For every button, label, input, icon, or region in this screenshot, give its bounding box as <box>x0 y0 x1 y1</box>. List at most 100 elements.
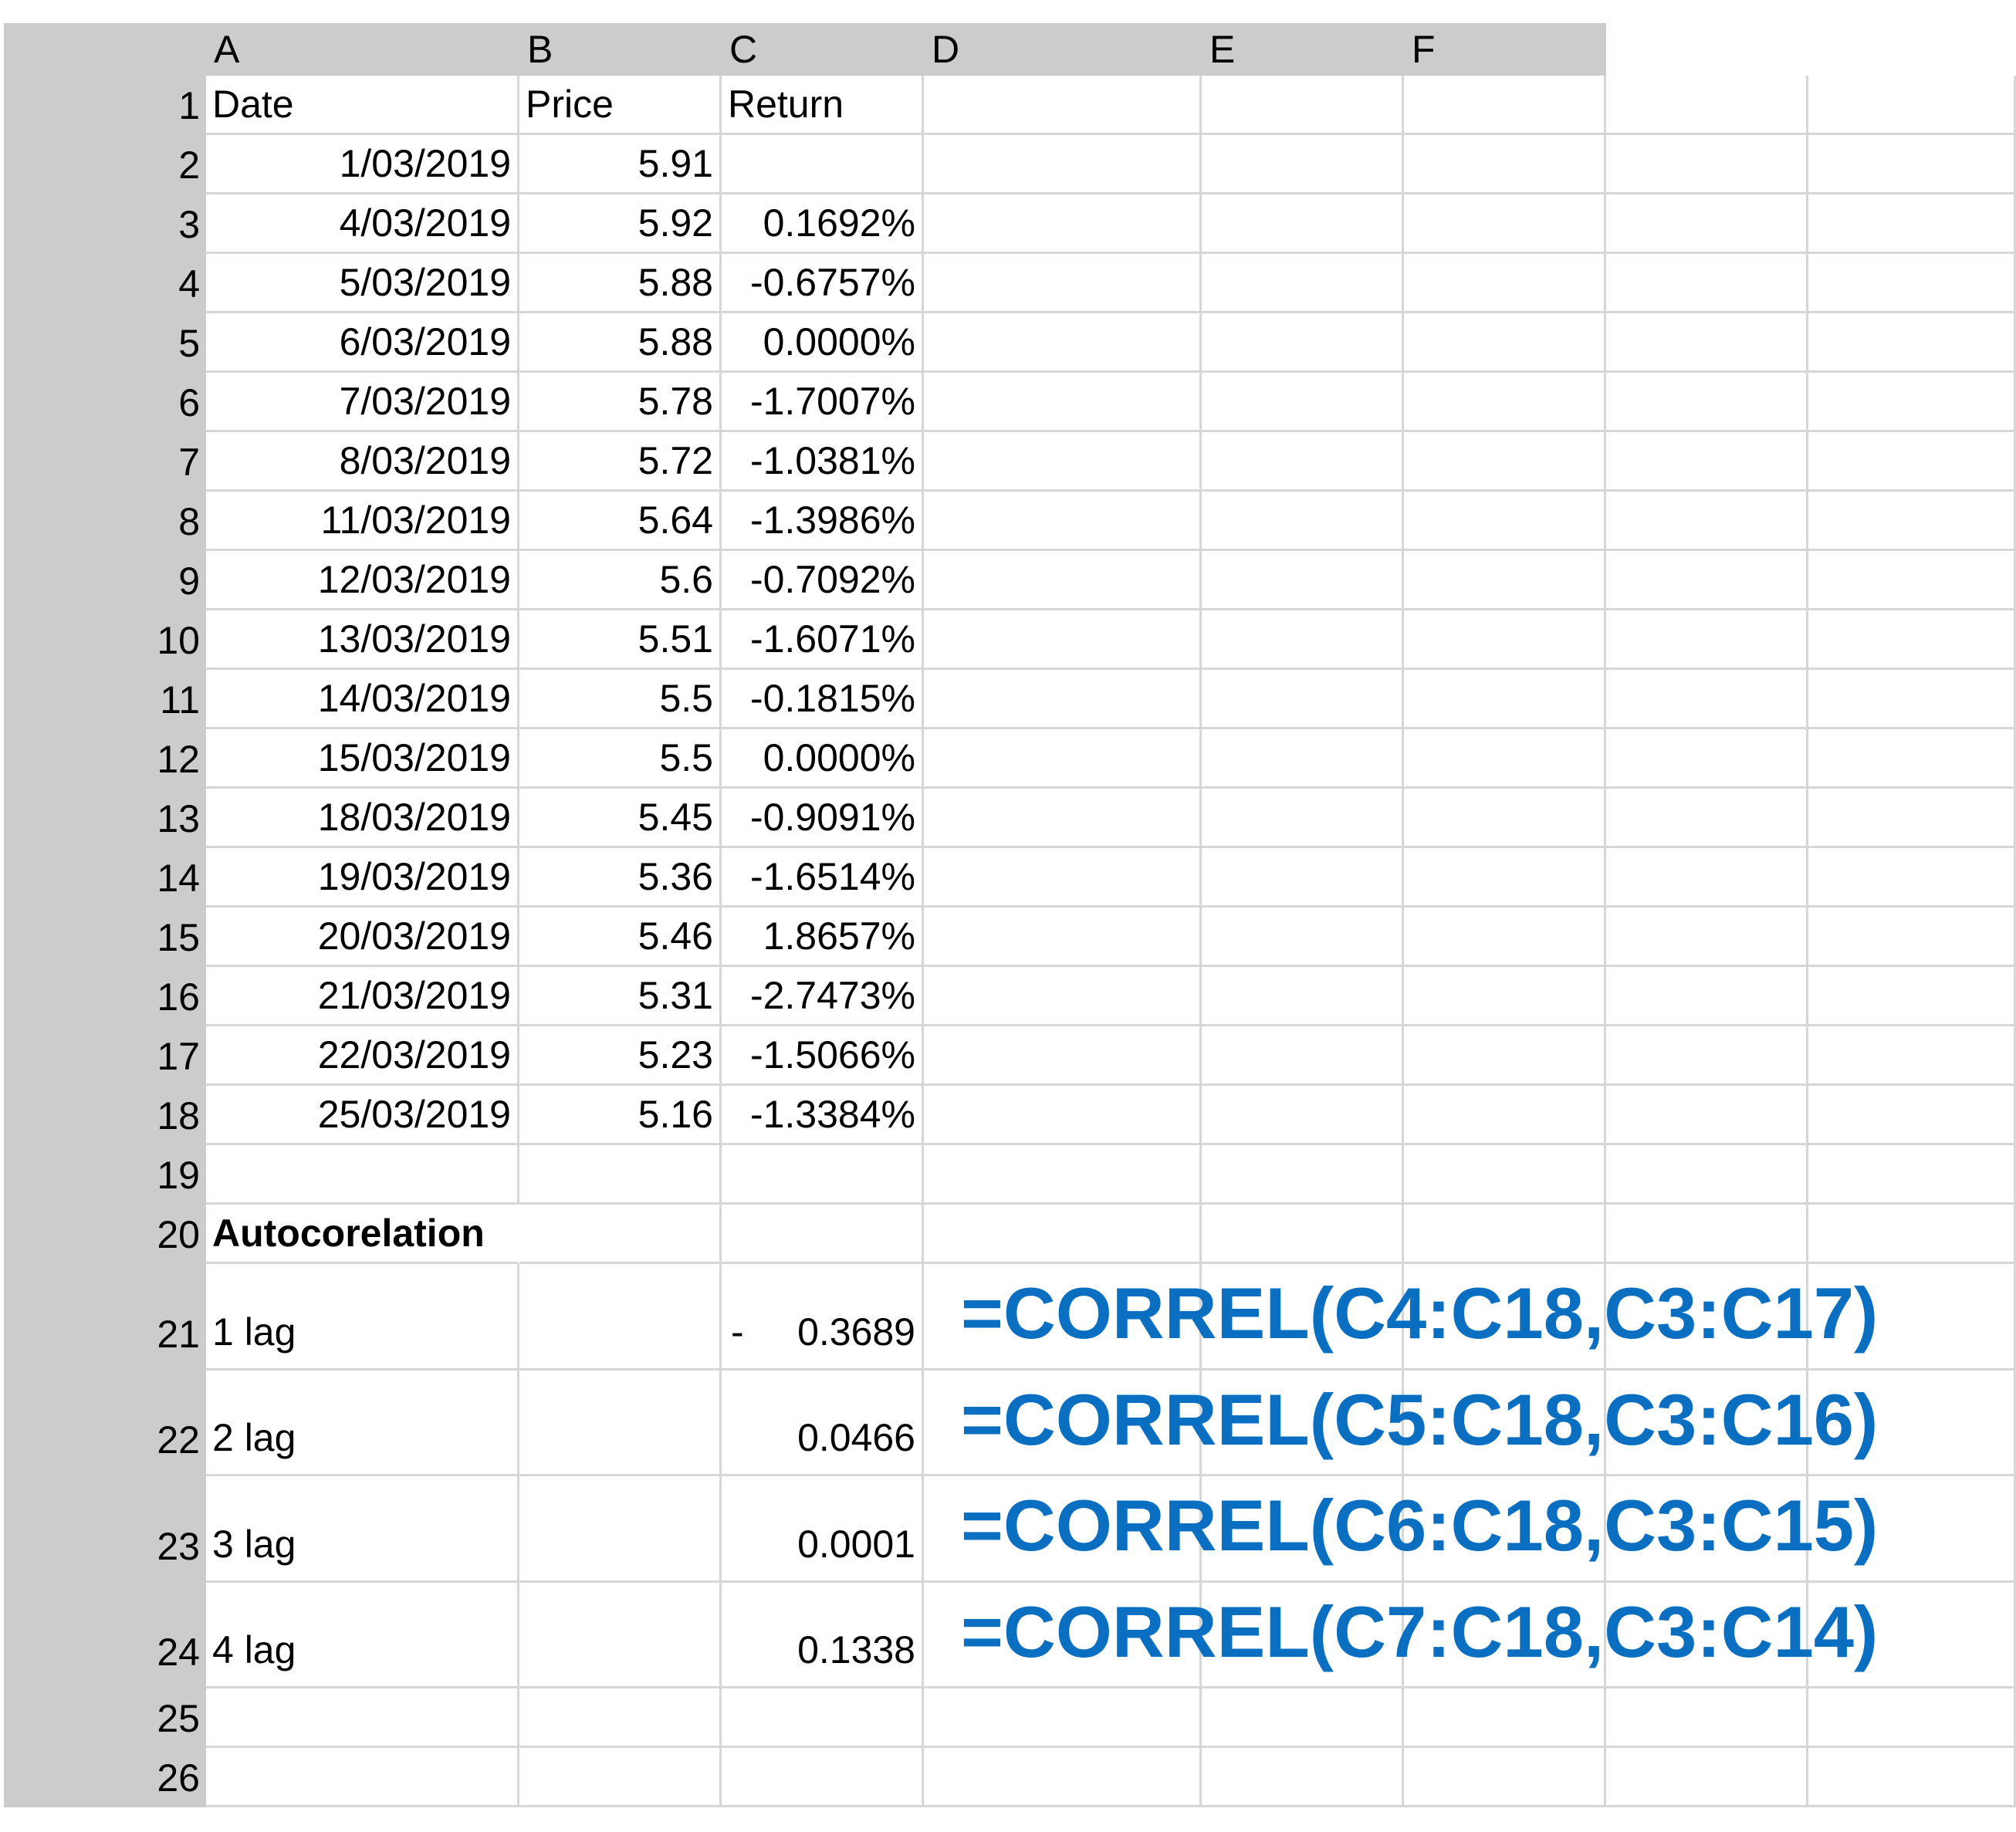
cell-d25[interactable] <box>924 1688 1202 1748</box>
cell-b4[interactable]: 5.88 <box>519 254 722 313</box>
cell-f9[interactable] <box>1404 551 1606 610</box>
cell-e4[interactable] <box>1202 254 1404 313</box>
cell-h2[interactable] <box>1808 135 2016 194</box>
cell-c13[interactable]: -0.9091% <box>722 789 924 848</box>
cell-e22[interactable] <box>1202 1370 1404 1476</box>
cell-e19[interactable] <box>1202 1145 1404 1205</box>
cell-c10[interactable]: -1.6071% <box>722 610 924 670</box>
cell-a13[interactable]: 18/03/2019 <box>206 789 519 848</box>
cell-f14[interactable] <box>1404 848 1606 908</box>
cell-f5[interactable] <box>1404 313 1606 373</box>
row-header-18[interactable]: 18 <box>4 1086 206 1145</box>
select-all-corner[interactable] <box>4 23 206 76</box>
row-header-16[interactable]: 16 <box>4 967 206 1026</box>
cell-h1[interactable] <box>1808 76 2016 135</box>
cell-d4[interactable] <box>924 254 1202 313</box>
row-header-17[interactable]: 17 <box>4 1026 206 1086</box>
cell-a2[interactable]: 1/03/2019 <box>206 135 519 194</box>
cell-e16[interactable] <box>1202 967 1404 1026</box>
cell-f26[interactable] <box>1404 1748 1606 1807</box>
cell-e3[interactable] <box>1202 194 1404 254</box>
cell-f16[interactable] <box>1404 967 1606 1026</box>
cell-h22[interactable] <box>1808 1370 2016 1476</box>
cell-a7[interactable]: 8/03/2019 <box>206 432 519 492</box>
cell-e7[interactable] <box>1202 432 1404 492</box>
cell-h19[interactable] <box>1808 1145 2016 1205</box>
cell-h9[interactable] <box>1808 551 2016 610</box>
cell-g10[interactable] <box>1606 610 1808 670</box>
cell-h10[interactable] <box>1808 610 2016 670</box>
cell-g8[interactable] <box>1606 492 1808 551</box>
cell-a18[interactable]: 25/03/2019 <box>206 1086 519 1145</box>
cell-e8[interactable] <box>1202 492 1404 551</box>
cell-f18[interactable] <box>1404 1086 1606 1145</box>
cell-g21[interactable] <box>1606 1264 1808 1371</box>
cell-c7[interactable]: -1.0381% <box>722 432 924 492</box>
cell-c25[interactable] <box>722 1688 924 1748</box>
cell-b7[interactable]: 5.72 <box>519 432 722 492</box>
row-header-14[interactable]: 14 <box>4 848 206 908</box>
cell-h24[interactable] <box>1808 1582 2016 1688</box>
cell-d20[interactable] <box>924 1205 1202 1264</box>
cell-e23[interactable] <box>1202 1476 1404 1583</box>
cell-a11[interactable]: 14/03/2019 <box>206 670 519 729</box>
cell-d11[interactable] <box>924 670 1202 729</box>
cell-f6[interactable] <box>1404 373 1606 432</box>
cell-g26[interactable] <box>1606 1748 1808 1807</box>
cell-f10[interactable] <box>1404 610 1606 670</box>
cell-d22[interactable] <box>924 1370 1202 1476</box>
column-header-a[interactable]: A <box>206 23 519 76</box>
cell-a12[interactable]: 15/03/2019 <box>206 729 519 789</box>
cell-d14[interactable] <box>924 848 1202 908</box>
cell-a24[interactable]: 4 lag <box>206 1582 519 1688</box>
cell-e25[interactable] <box>1202 1688 1404 1748</box>
cell-g16[interactable] <box>1606 967 1808 1026</box>
row-header-10[interactable]: 10 <box>4 610 206 670</box>
cell-e1[interactable] <box>1202 76 1404 135</box>
cell-d24[interactable] <box>924 1582 1202 1688</box>
cell-g24[interactable] <box>1606 1582 1808 1688</box>
row-header-20[interactable]: 20 <box>4 1205 206 1264</box>
cell-a17[interactable]: 22/03/2019 <box>206 1026 519 1086</box>
cell-g11[interactable] <box>1606 670 1808 729</box>
cell-c3[interactable]: 0.1692% <box>722 194 924 254</box>
cell-g3[interactable] <box>1606 194 1808 254</box>
row-header-6[interactable]: 6 <box>4 373 206 432</box>
column-header-c[interactable]: C <box>722 23 924 76</box>
cell-a9[interactable]: 12/03/2019 <box>206 551 519 610</box>
cell-g20[interactable] <box>1606 1205 1808 1264</box>
cell-g13[interactable] <box>1606 789 1808 848</box>
cell-b18[interactable]: 5.16 <box>519 1086 722 1145</box>
cell-g17[interactable] <box>1606 1026 1808 1086</box>
cell-g23[interactable] <box>1606 1476 1808 1583</box>
cell-a21[interactable]: 1 lag <box>206 1264 519 1371</box>
cell-e20[interactable] <box>1202 1205 1404 1264</box>
cell-a3[interactable]: 4/03/2019 <box>206 194 519 254</box>
cell-b3[interactable]: 5.92 <box>519 194 722 254</box>
cell-c17[interactable]: -1.5066% <box>722 1026 924 1086</box>
row-header-19[interactable]: 19 <box>4 1145 206 1205</box>
row-header-11[interactable]: 11 <box>4 670 206 729</box>
row-header-21[interactable]: 21 <box>4 1264 206 1371</box>
row-header-15[interactable]: 15 <box>4 908 206 967</box>
cell-e10[interactable] <box>1202 610 1404 670</box>
cell-c14[interactable]: -1.6514% <box>722 848 924 908</box>
column-header-e[interactable]: E <box>1202 23 1404 76</box>
cell-f23[interactable] <box>1404 1476 1606 1583</box>
cell-d12[interactable] <box>924 729 1202 789</box>
cell-f7[interactable] <box>1404 432 1606 492</box>
cell-b1[interactable]: Price <box>519 76 722 135</box>
row-header-4[interactable]: 4 <box>4 254 206 313</box>
cell-c9[interactable]: -0.7092% <box>722 551 924 610</box>
cell-g14[interactable] <box>1606 848 1808 908</box>
cell-g4[interactable] <box>1606 254 1808 313</box>
row-header-25[interactable]: 25 <box>4 1688 206 1748</box>
cell-d8[interactable] <box>924 492 1202 551</box>
cell-g18[interactable] <box>1606 1086 1808 1145</box>
cell-f19[interactable] <box>1404 1145 1606 1205</box>
cell-b6[interactable]: 5.78 <box>519 373 722 432</box>
row-header-8[interactable]: 8 <box>4 492 206 551</box>
cell-h25[interactable] <box>1808 1688 2016 1748</box>
cell-b8[interactable]: 5.64 <box>519 492 722 551</box>
cell-d16[interactable] <box>924 967 1202 1026</box>
